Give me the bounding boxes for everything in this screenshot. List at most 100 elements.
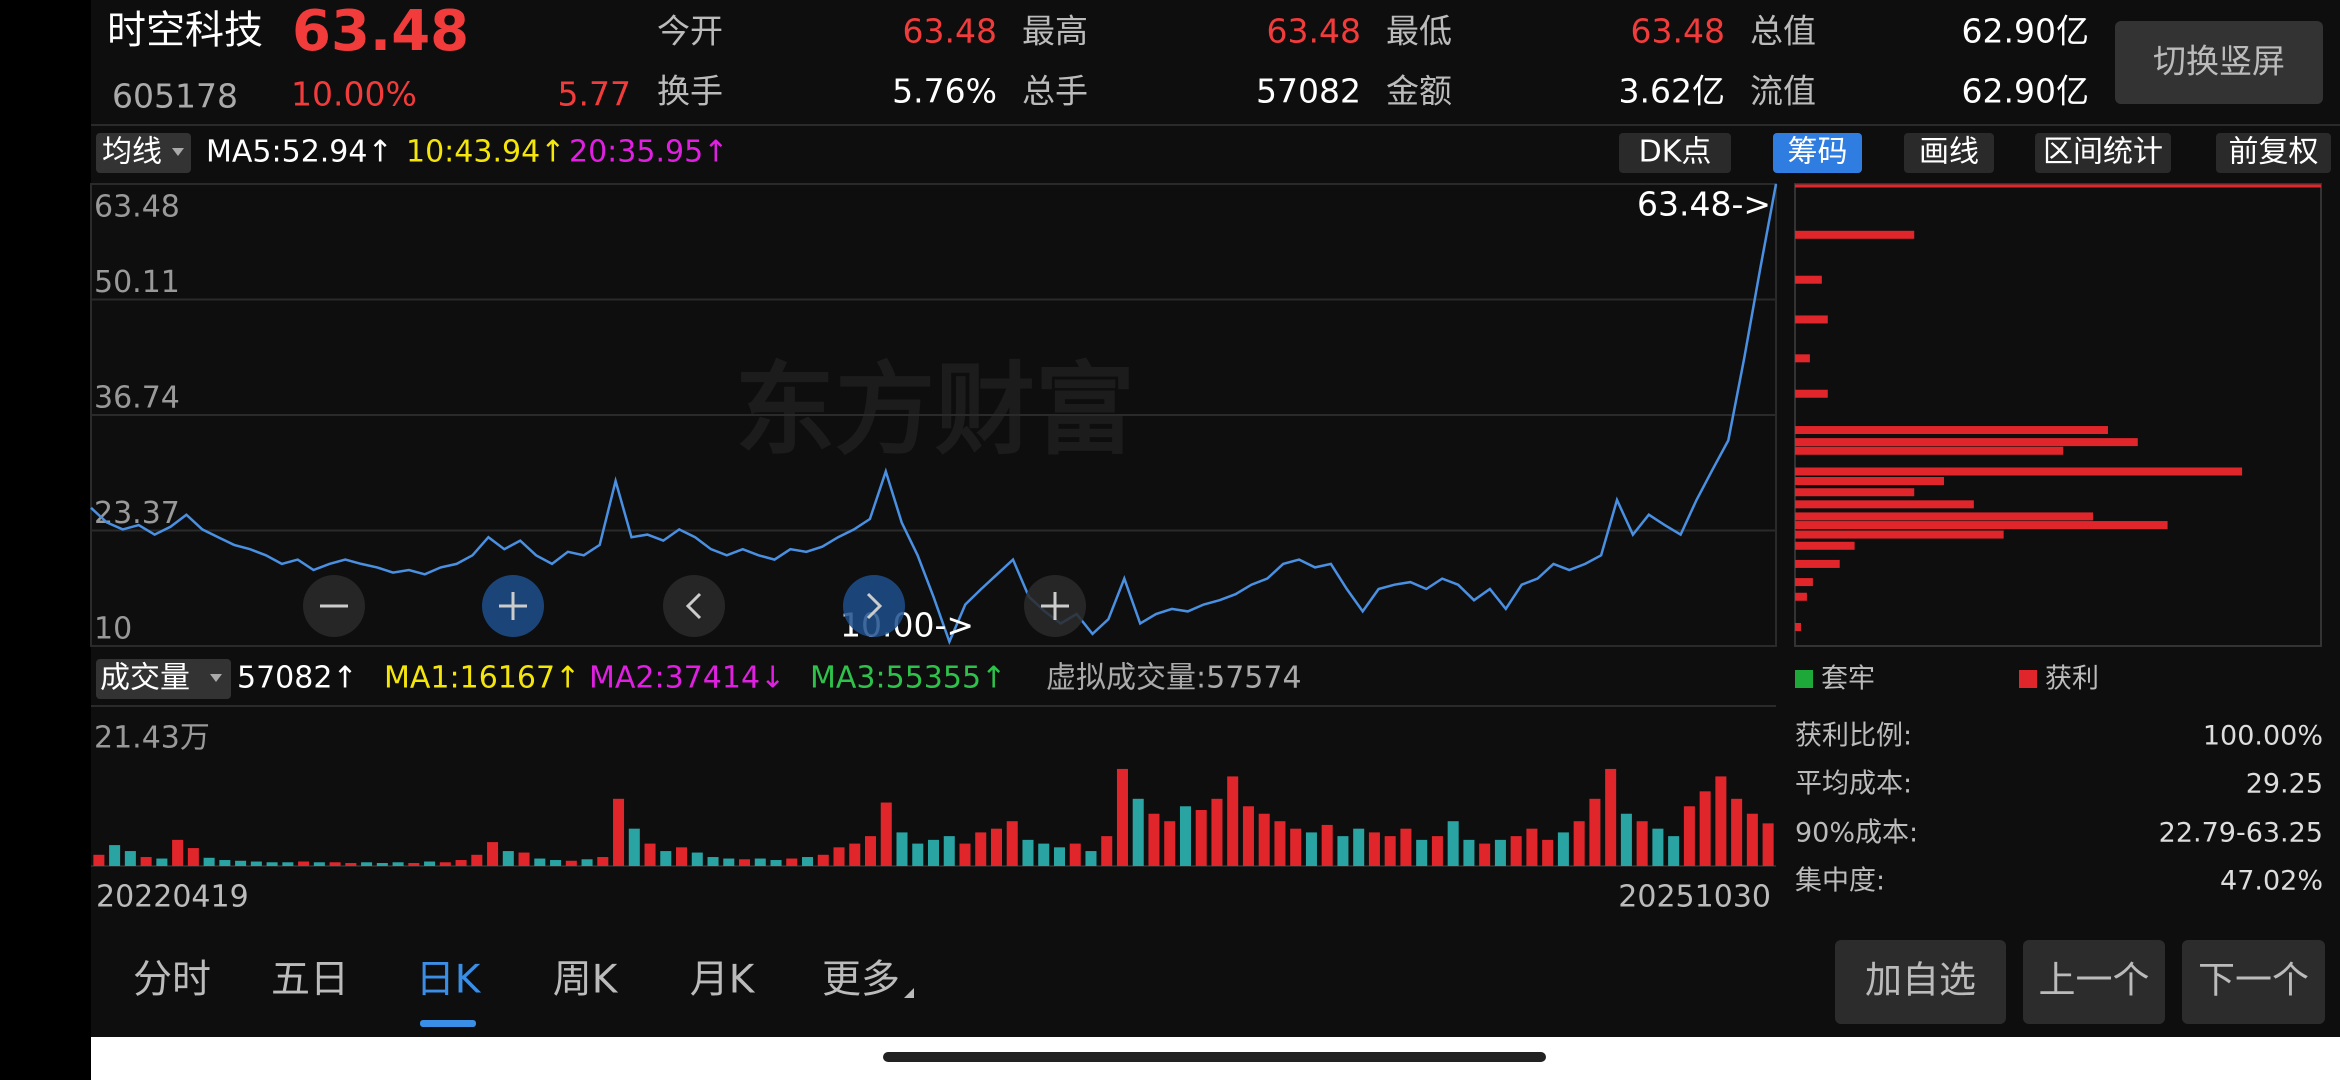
virtual-volume: 虚拟成交量:57574 <box>1046 661 1302 696</box>
volume-bar <box>455 860 467 866</box>
tab[interactable]: 五日 <box>271 958 349 1003</box>
volume-bar <box>864 836 877 866</box>
tab[interactable]: 日K <box>416 958 482 1003</box>
indicator-select[interactable] <box>96 133 191 173</box>
zoom-icon <box>685 592 702 620</box>
chip-bar <box>1795 389 1828 398</box>
chip-bar <box>1795 230 1915 239</box>
volume-bar <box>880 802 892 866</box>
volume-bar <box>833 847 845 866</box>
volume-bar <box>1557 832 1569 866</box>
action-label[interactable]: 加自选 <box>1865 959 1976 1002</box>
y-tick-label: 10 <box>94 612 132 647</box>
chip-bar <box>1795 578 1813 587</box>
dropdown-icon <box>210 674 222 682</box>
volume-bar <box>1431 836 1443 866</box>
volume-bar <box>408 863 420 866</box>
zoom-icon <box>499 592 527 620</box>
volume-bar <box>156 858 168 866</box>
chip-bar <box>1795 446 2064 455</box>
toolbar-button-label[interactable]: 区间统计 <box>2043 135 2163 170</box>
toolbar-button-label[interactable]: 前复权 <box>2229 135 2319 170</box>
home-indicator[interactable] <box>883 1052 1546 1062</box>
volume-bar <box>817 854 829 866</box>
volume-bar <box>1085 851 1097 866</box>
orientation-button-label[interactable]: 切换竖屏 <box>2153 42 2285 81</box>
chip-bar <box>1795 512 2094 521</box>
volume-chart: 21.43万 <box>91 705 1776 867</box>
volume-bar <box>597 857 609 866</box>
quote-value: 63.48 <box>903 12 997 51</box>
quote-label: 换手 <box>657 72 723 111</box>
volume-bar <box>187 848 199 866</box>
x-end: 20251030 <box>1618 880 1771 915</box>
volume-bar <box>534 858 546 866</box>
quote-label: 今开 <box>657 12 723 51</box>
toolbar-button-label[interactable]: DK点 <box>1639 135 1712 170</box>
volume-bar <box>1605 768 1617 866</box>
stock-price: 63.48 <box>292 0 469 64</box>
volume-bar <box>250 861 262 866</box>
volume-indicator[interactable]: 成交量 <box>100 661 190 696</box>
tab[interactable]: 周K <box>553 958 619 1003</box>
volume-bar <box>770 860 782 866</box>
tab[interactable]: 分时 <box>133 958 211 1003</box>
toolbar-button[interactable] <box>2216 133 2331 173</box>
volume-bar <box>439 862 451 866</box>
zoom-icon <box>1041 592 1069 620</box>
volume-bar <box>896 832 908 866</box>
volume-bar <box>1668 836 1680 866</box>
volume-bar <box>1148 813 1160 866</box>
volume-bar <box>1416 839 1428 866</box>
volume-bar <box>802 857 814 866</box>
vol-ma3: MA3:55355↑ <box>810 661 1006 696</box>
volume-bar <box>1227 776 1239 866</box>
volume-bar <box>628 828 640 866</box>
action-button[interactable] <box>2023 940 2165 1024</box>
action-button[interactable] <box>2182 940 2325 1024</box>
toolbar-button[interactable] <box>1904 133 1994 173</box>
toolbar-button[interactable] <box>1773 133 1862 173</box>
chip-bar <box>1795 488 1915 497</box>
volume-bar <box>282 862 294 866</box>
volume-bar <box>581 859 593 866</box>
volume-bar <box>676 847 688 866</box>
volume-bar <box>502 851 514 866</box>
action-label[interactable]: 下一个 <box>2198 959 2309 1002</box>
chip-bar <box>1795 467 2243 476</box>
zoom-button[interactable] <box>663 575 725 637</box>
volume-bar <box>613 798 625 866</box>
volume-bar <box>1699 791 1711 866</box>
action-label[interactable]: 上一个 <box>2039 959 2150 1002</box>
volume-bar <box>109 845 121 866</box>
volume-bar <box>1731 798 1743 866</box>
tab[interactable]: 月K <box>690 958 756 1003</box>
volume-bar <box>93 854 105 866</box>
indicator-label[interactable]: 均线 <box>102 135 162 170</box>
quote-value: 62.90亿 <box>1962 72 2089 111</box>
zoom-button[interactable] <box>843 575 905 637</box>
volume-select[interactable] <box>96 659 231 699</box>
volume-bar <box>1620 813 1632 866</box>
volume-bar <box>376 863 388 866</box>
toolbar-button-label[interactable]: 画线 <box>1919 135 1979 170</box>
chip-bar <box>1795 426 2108 435</box>
volume-bar <box>1038 843 1050 866</box>
tab[interactable]: 更多 <box>822 958 900 1003</box>
volume-bar <box>1132 798 1144 866</box>
stat-value: 29.25 <box>2246 769 2323 800</box>
chip-bar <box>1795 541 1855 550</box>
toolbar-button[interactable] <box>2035 133 2171 173</box>
period-tabs: 分时 五日 日K 周K 月K 更多 <box>133 958 914 1027</box>
volume-bar <box>1510 836 1522 866</box>
volume-bar <box>1494 839 1506 866</box>
orientation-button[interactable] <box>2115 21 2323 104</box>
toolbar-button[interactable] <box>1619 133 1731 173</box>
chip-bar <box>1795 354 1810 363</box>
volume-bar <box>990 828 1003 866</box>
toolbar-button-label[interactable]: 筹码 <box>1788 135 1848 170</box>
volume-bar <box>1542 839 1554 866</box>
action-button[interactable] <box>1835 940 2006 1024</box>
stat-label: 集中度: <box>1795 866 1885 897</box>
volume-bar <box>124 851 136 866</box>
